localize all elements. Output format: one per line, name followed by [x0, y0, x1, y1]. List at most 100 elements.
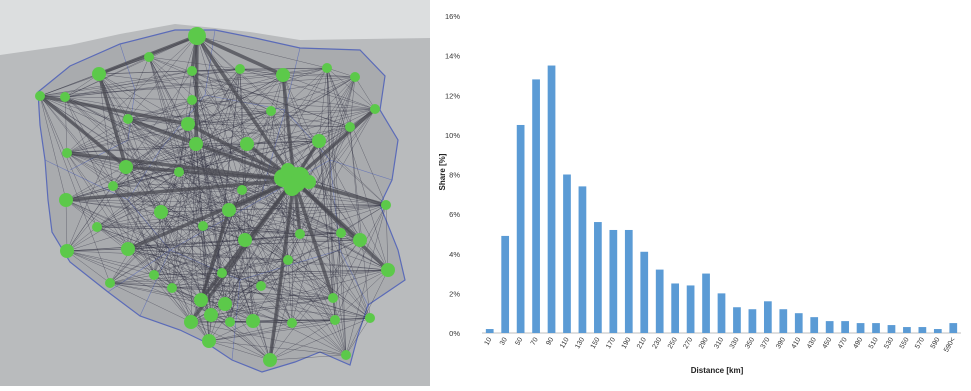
y-tick-label: 12% — [445, 91, 460, 100]
network-edge — [96, 204, 387, 228]
bar — [609, 229, 618, 333]
city-node — [204, 308, 218, 322]
network-edge — [39, 68, 241, 97]
bar — [485, 329, 494, 333]
x-tick-label: 30 — [499, 336, 509, 346]
network-edge — [98, 73, 204, 227]
network-edge-major — [292, 107, 377, 182]
network-edge — [96, 143, 248, 228]
network-edge — [65, 199, 226, 305]
network-edge — [208, 340, 347, 356]
network-edge — [96, 171, 180, 228]
network-edge — [246, 143, 289, 261]
network-edge — [208, 322, 293, 342]
x-tick-label: 250 — [667, 336, 679, 350]
network-edge — [127, 248, 336, 321]
network-edge — [299, 76, 356, 235]
x-tick-label: 10 — [483, 336, 493, 346]
city-node — [240, 137, 254, 151]
network-edge — [200, 233, 301, 301]
y-tick-label: 10% — [445, 131, 460, 140]
network-edge — [171, 239, 246, 289]
bar — [903, 327, 911, 333]
city-node — [181, 117, 195, 131]
x-tick-label: 370 — [760, 336, 772, 350]
network-edge-major — [127, 178, 295, 251]
x-tick-label: 490 — [852, 336, 864, 350]
city-node — [189, 137, 203, 151]
y-tick-label: 6% — [449, 210, 460, 219]
network-edge — [127, 248, 192, 323]
network-edge-major — [65, 178, 295, 202]
network-edge-major — [292, 179, 335, 299]
network-edge — [299, 232, 342, 235]
network-edge — [39, 95, 67, 201]
city-node — [256, 281, 266, 291]
city-node — [184, 315, 198, 329]
x-tick-label: 270 — [682, 336, 694, 350]
network-edge — [171, 272, 223, 289]
network-nodes — [35, 27, 395, 367]
city-node — [62, 148, 72, 158]
network-edge — [187, 123, 351, 128]
network-edge — [127, 35, 198, 250]
network-edge — [153, 274, 210, 342]
bar — [779, 309, 788, 333]
x-tick-label: 390 — [775, 336, 787, 350]
network-edge — [269, 354, 347, 361]
network-edge — [228, 209, 289, 261]
network-edge — [125, 166, 262, 287]
network-edge — [345, 317, 371, 356]
network-edge — [196, 35, 243, 191]
network-edge — [112, 185, 162, 213]
network-edge — [208, 320, 254, 342]
network-edge — [318, 140, 336, 321]
network-edge — [385, 204, 389, 271]
y-tick-label: 0% — [449, 329, 460, 338]
network-edge — [224, 259, 289, 305]
network-edge — [64, 56, 150, 98]
network-edge — [260, 269, 389, 287]
network-edge — [287, 259, 389, 271]
distance-histogram: 0%2%4%6%8%10%12%14%16% 10 30 50 70 90 110 130 1… — [438, 12, 961, 375]
network-edge — [244, 233, 301, 241]
network-edge — [98, 73, 376, 110]
network-edge — [66, 118, 129, 154]
network-edge-major — [66, 151, 295, 182]
city-node — [322, 63, 332, 73]
network-edge — [65, 199, 387, 206]
network-edge — [171, 287, 254, 322]
bar — [640, 251, 649, 333]
network-edge — [241, 189, 347, 356]
network-edge — [64, 74, 284, 98]
network-edge — [127, 118, 192, 323]
network-edge — [282, 74, 371, 319]
network-edge — [171, 287, 212, 316]
network-edge — [160, 143, 197, 213]
network-edge — [229, 321, 293, 324]
network-edge — [334, 269, 389, 321]
city-node — [187, 66, 197, 76]
network-edge — [191, 70, 272, 112]
city-node — [123, 114, 133, 124]
network-edge — [269, 239, 361, 361]
network-edge — [39, 95, 371, 319]
network-edge — [66, 35, 198, 154]
network-edge — [178, 171, 361, 241]
network-edge — [64, 96, 68, 154]
city-node — [283, 255, 293, 265]
network-edge — [202, 225, 361, 241]
network-edge — [252, 317, 371, 322]
network-edge — [112, 123, 189, 187]
city-node — [381, 263, 395, 277]
network-edge — [171, 225, 204, 289]
city-node — [235, 64, 245, 74]
network-map-panel — [0, 0, 430, 386]
bar — [841, 321, 849, 333]
x-tick-label: 170 — [605, 336, 617, 350]
x-tick-label: 130 — [574, 336, 586, 350]
network-edge — [39, 70, 193, 97]
network-edge — [65, 199, 162, 213]
network-edge — [332, 269, 389, 299]
city-node — [328, 293, 338, 303]
